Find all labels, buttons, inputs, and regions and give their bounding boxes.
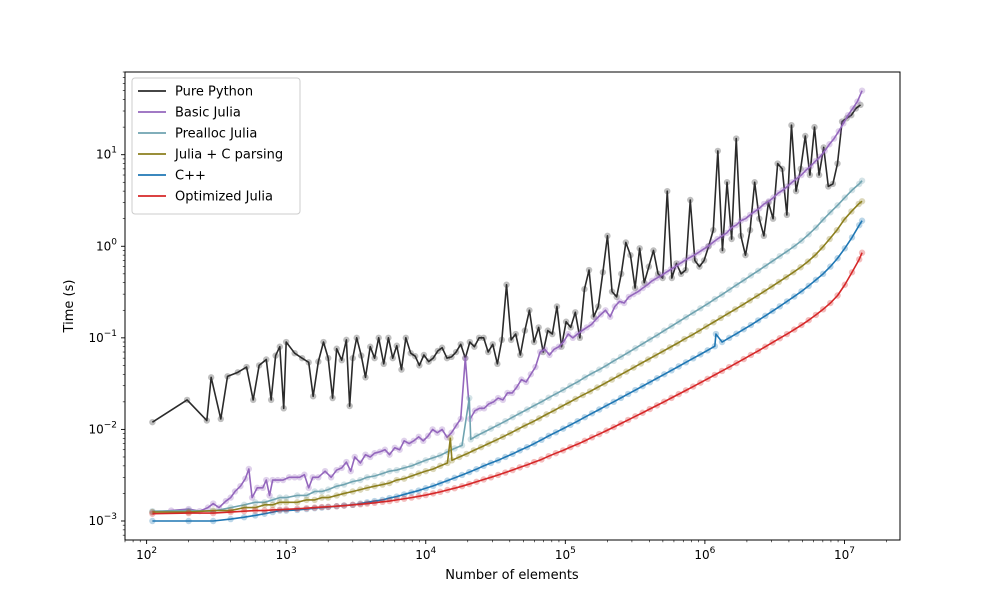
x-tick-label: 106 bbox=[694, 546, 715, 562]
legend-label: C++ bbox=[175, 169, 206, 184]
series-optimized-julia bbox=[149, 249, 866, 517]
series-pure-python bbox=[149, 101, 864, 426]
x-tick-label: 107 bbox=[834, 546, 855, 562]
series-line bbox=[151, 104, 861, 423]
x-tick-label: 104 bbox=[415, 546, 436, 562]
series-line bbox=[152, 90, 863, 513]
legend-label: Julia + C parsing bbox=[174, 148, 283, 163]
series-basic-julia bbox=[149, 87, 866, 516]
series-line bbox=[152, 252, 863, 515]
legend-label: Basic Julia bbox=[175, 106, 241, 121]
y-tick-label: 10−3 bbox=[88, 512, 117, 528]
legend: Pure Python Basic Julia Prealloc Julia Juli… bbox=[131, 77, 301, 215]
y-tick-label: 10−1 bbox=[88, 329, 117, 345]
y-axis: 10−3 10−2 10−1 100 101 bbox=[88, 71, 125, 536]
plot-frame bbox=[124, 71, 901, 541]
legend-label: Pure Python bbox=[175, 85, 253, 100]
series-line bbox=[152, 200, 863, 513]
series-layer bbox=[149, 87, 866, 525]
legend-label: Optimized Julia bbox=[175, 190, 273, 205]
legend-label: Prealloc Julia bbox=[175, 127, 257, 142]
x-tick-label: 102 bbox=[136, 546, 157, 562]
x-tick-label: 105 bbox=[555, 546, 576, 562]
y-axis-title: Time (s) bbox=[62, 280, 77, 334]
y-tick-label: 101 bbox=[96, 146, 117, 162]
series-prealloc-julia bbox=[149, 177, 866, 515]
x-tick-label: 103 bbox=[276, 546, 297, 562]
x-axis: 102 103 104 105 106 107 bbox=[124, 540, 887, 562]
series-line bbox=[152, 180, 863, 512]
y-tick-label: 100 bbox=[96, 237, 117, 253]
series-julia-c-parsing bbox=[149, 198, 866, 516]
legend-box bbox=[131, 77, 301, 215]
x-axis-title: Number of elements bbox=[445, 568, 579, 583]
y-tick-label: 10−2 bbox=[88, 420, 117, 436]
